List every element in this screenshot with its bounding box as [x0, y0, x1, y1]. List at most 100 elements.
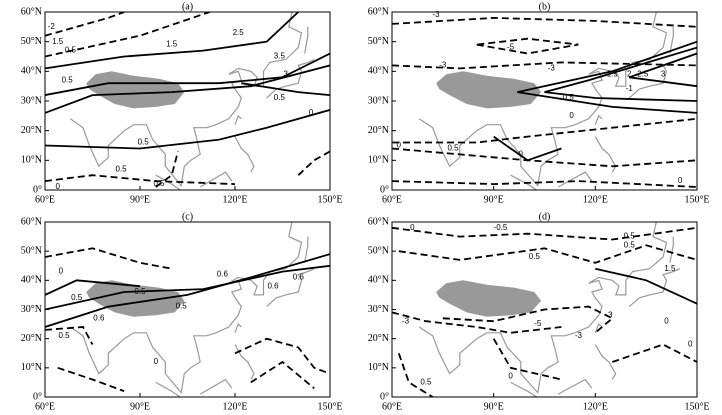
coastline [234, 323, 242, 334]
x-tick-label: 150°E [684, 401, 709, 412]
coastline [418, 222, 668, 394]
contour-label: -3 [439, 61, 447, 70]
contour [392, 311, 562, 334]
coastline [594, 114, 603, 125]
x-tick-label: 120°E [222, 401, 247, 412]
contour [397, 353, 434, 397]
x-tick-label: 150°E [317, 194, 342, 205]
contour [628, 52, 697, 88]
contour-label: 2.5 [637, 69, 649, 78]
contour-label: 1.5 [52, 37, 64, 46]
contour-label: -3 [548, 63, 556, 72]
coastline [594, 323, 603, 334]
contour [45, 12, 125, 37]
contour-label: 0 [154, 357, 159, 366]
map-panel: -21.50.50.51.52.53.530.500.50.50.50(a)60… [21, 1, 362, 205]
coastline [266, 268, 315, 308]
contour [442, 305, 614, 334]
y-tick-label: 30°N [21, 304, 42, 315]
contour-label: 2.5 [233, 28, 245, 37]
contour-label: -5 [507, 43, 515, 52]
y-tick-label: 20°N [368, 125, 389, 136]
map-content [392, 222, 722, 397]
x-tick-label: 60°E [382, 401, 402, 412]
coastline [69, 222, 303, 394]
contour-label: 0 [55, 182, 60, 191]
coastline [594, 344, 617, 380]
y-tick-label: 50°N [21, 36, 42, 47]
coastline [714, 15, 722, 27]
tibetan-plateau [86, 71, 185, 109]
y-tick-label: 60°N [21, 6, 42, 17]
contour [392, 16, 697, 28]
coastline [594, 136, 617, 173]
coastline [199, 378, 233, 395]
contour-label: 0.5 [153, 179, 165, 188]
contour-label: 0.6 [217, 270, 229, 279]
y-tick-label: 60°N [21, 216, 42, 227]
y-tick-label: 0° [380, 184, 389, 195]
map-content [45, 12, 362, 190]
contour-label: 0.5 [65, 46, 77, 55]
panel-label: (b) [539, 1, 551, 12]
coastline [346, 15, 362, 27]
contour [392, 61, 697, 70]
y-tick-label: 20°N [368, 333, 389, 344]
x-tick-label: 60°E [35, 401, 55, 412]
contour [398, 244, 697, 264]
contour-label: 0.6 [293, 273, 305, 282]
coastline [304, 26, 309, 54]
contour-label: 0.5 [176, 302, 188, 311]
y-tick-label: 40°N [21, 275, 42, 286]
contour [250, 360, 315, 389]
x-tick-label: 150°E [684, 194, 709, 205]
x-tick-label: 60°E [35, 194, 55, 205]
contour-label: 0.5 [420, 378, 432, 387]
contour [234, 337, 330, 375]
map-panel: 0 -0.50.50.50.5-5-3-3-31.500.500(d)60°N50… [368, 211, 722, 412]
y-tick-label: 50°N [368, 245, 389, 256]
coastline [155, 381, 182, 397]
coastline [557, 378, 593, 395]
coastline [714, 225, 722, 237]
contour [45, 12, 210, 58]
contour-label: 1.5 [664, 264, 676, 273]
coastline [69, 12, 303, 188]
tibetan-plateau [86, 280, 185, 317]
x-tick-label: 60°E [382, 194, 402, 205]
contour-label: 0 [664, 316, 669, 325]
map-content [45, 222, 330, 397]
y-tick-label: 10°N [21, 155, 42, 166]
contour-label: 0.5 [115, 164, 127, 173]
contour [45, 174, 236, 185]
contour-label: -5 [534, 319, 542, 328]
contour-label: 0.5 [71, 293, 83, 302]
y-tick-label: 40°N [368, 275, 389, 286]
panel-label: (c) [182, 211, 193, 222]
coastline [669, 236, 674, 263]
y-tick-label: 50°N [368, 36, 389, 47]
y-tick-label: 0° [380, 391, 389, 402]
panel-label: (d) [539, 211, 551, 222]
contour-label: 0.5 [624, 232, 636, 241]
contour [392, 180, 697, 188]
contour [45, 12, 299, 70]
y-tick-label: 30°N [368, 95, 389, 106]
coastline [304, 236, 309, 263]
contour-label: -3 [432, 10, 440, 19]
coastline [669, 26, 674, 54]
contour-label: 0 [569, 111, 574, 120]
contour-label: -3 [575, 331, 583, 340]
x-tick-label: 90°E [130, 401, 150, 412]
contour-label: 2 [627, 69, 632, 78]
y-tick-label: 0° [33, 184, 42, 195]
contour-label: -3 [402, 316, 410, 325]
y-tick-label: 30°N [21, 95, 42, 106]
y-tick-label: 40°N [21, 66, 42, 77]
contour-label: 0 [508, 372, 513, 381]
contour-label: 0.5 [134, 287, 146, 296]
map-content [392, 12, 722, 190]
coastline [557, 171, 593, 188]
map-panel: -3 -5 -3 -3 1.5 2 2.5 3 0.5 -1 0 0 0.5 0 0 (b) 60°N 50°N 4… [368, 1, 722, 205]
